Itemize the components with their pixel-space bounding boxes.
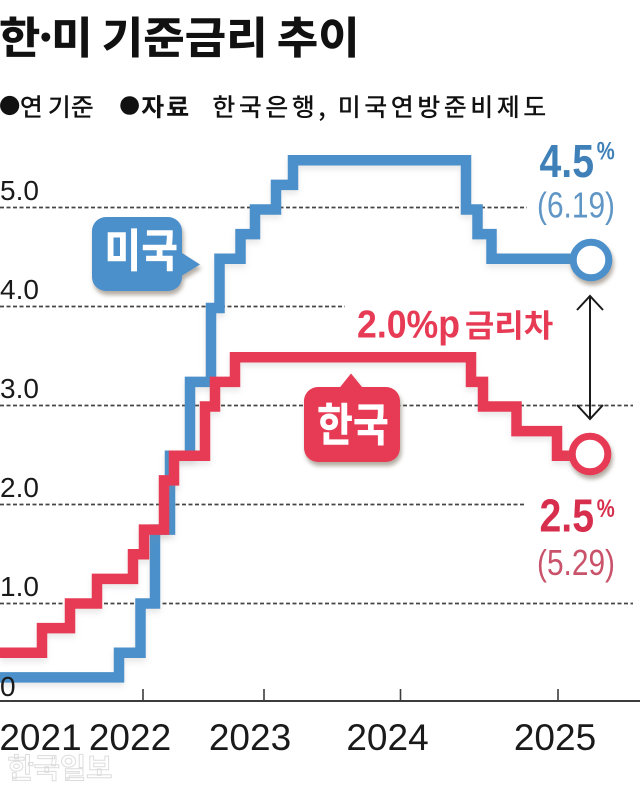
svg-text:1.0: 1.0: [0, 571, 39, 602]
svg-text:5.0: 5.0: [0, 175, 39, 206]
svg-text:%: %: [597, 139, 615, 166]
svg-text:3.0: 3.0: [0, 373, 39, 404]
svg-text:%: %: [597, 496, 615, 523]
svg-text:2021: 2021: [0, 717, 82, 758]
svg-text:2.0: 2.0: [0, 472, 39, 503]
svg-text:4.0: 4.0: [0, 274, 39, 305]
svg-text:4.5: 4.5: [540, 135, 595, 187]
svg-text:2.5: 2.5: [540, 490, 595, 542]
svg-text:2.0%p: 2.0%p: [357, 304, 460, 347]
svg-text:2023: 2023: [209, 717, 291, 758]
svg-text:2024: 2024: [346, 717, 428, 758]
svg-text:2022: 2022: [89, 717, 171, 758]
svg-text:2025: 2025: [514, 717, 596, 758]
svg-text:(5.29): (5.29): [537, 542, 615, 583]
svg-text:(6.19): (6.19): [537, 184, 615, 225]
svg-text:0: 0: [0, 671, 16, 702]
